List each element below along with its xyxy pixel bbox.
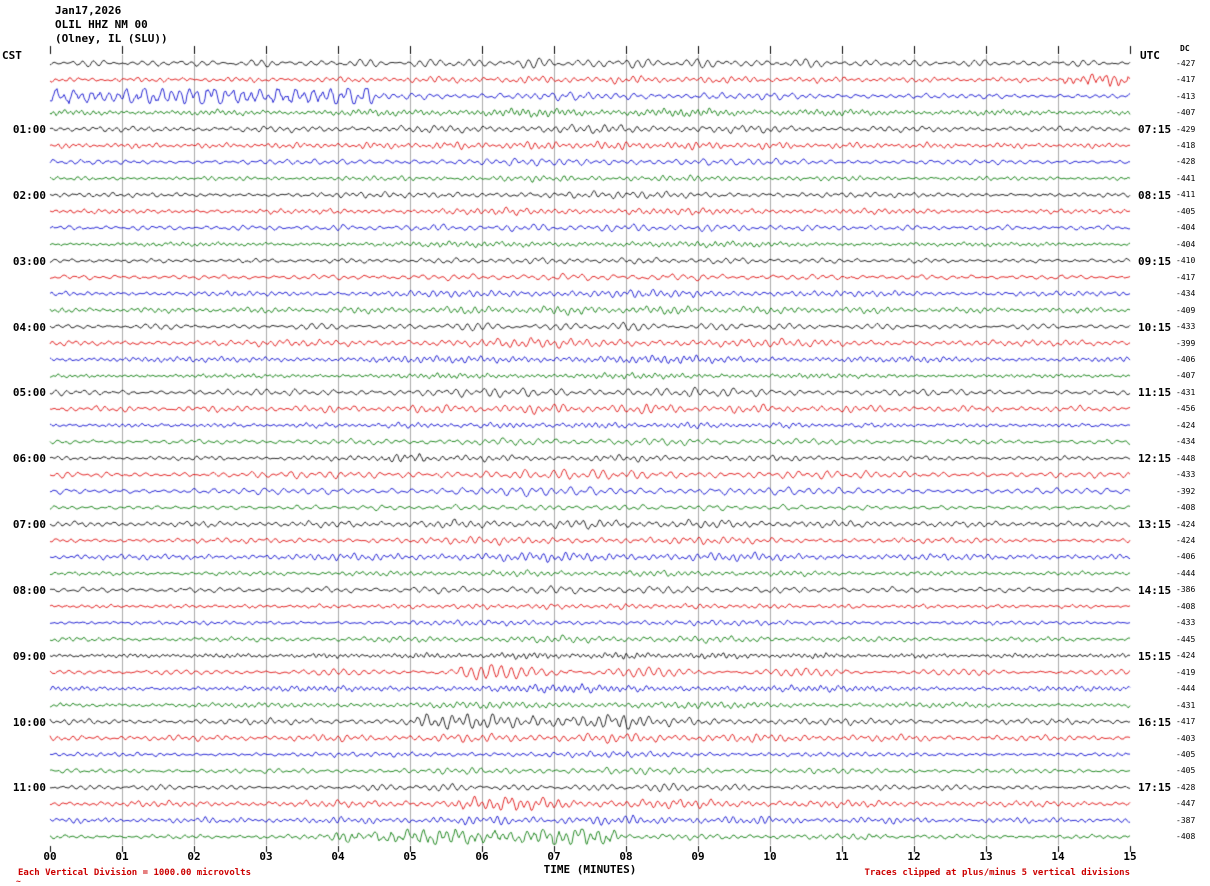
dc-value: -434 [1176,437,1196,447]
dc-value: -404 [1176,239,1196,249]
title-location: (Olney, IL (SLU)) [55,32,168,45]
dc-value: -456 [1176,404,1196,414]
left-axis-label: CST [2,49,22,62]
dc-value: -424 [1176,519,1196,529]
x-tick-label: 10 [763,850,777,863]
dc-value: -409 [1176,305,1196,315]
left-time-label: 07:00 [12,518,46,532]
dc-value: -406 [1176,552,1196,562]
left-time-label: 05:00 [12,386,46,400]
footer-note-right: Traces clipped at plus/minus 5 vertical … [864,868,1130,878]
utc-time-label: 16:15 [1138,715,1172,729]
dc-value: -431 [1176,700,1196,710]
dc-value: -417 [1176,272,1196,282]
x-tick-label: 05 [403,850,417,863]
dc-value: -428 [1176,782,1196,792]
left-time-label: 03:00 [12,254,46,268]
title-station: OLIL HHZ NM 00 [55,18,148,31]
dc-value: -417 [1176,75,1196,85]
x-tick-label: 14 [1051,850,1065,863]
dc-value: -447 [1176,799,1196,809]
dc-value: -387 [1176,815,1196,825]
dc-value: -441 [1176,173,1196,183]
dc-value: -405 [1176,749,1196,759]
utc-time-label: 09:15 [1138,254,1172,268]
left-time-label: 10:00 [12,715,46,729]
dc-value: -392 [1176,486,1196,496]
x-tick-label: 15 [1123,850,1137,863]
title-date: Jan17,2026 [55,4,122,17]
utc-time-label: 17:15 [1138,781,1172,795]
left-time-label: 04:00 [12,320,46,334]
x-tick-label: 04 [331,850,345,863]
utc-time-label: 13:15 [1138,518,1172,532]
utc-time-label: 10:15 [1138,320,1172,334]
utc-time-label: 12:15 [1138,452,1172,466]
left-time-label: 09:00 [12,649,46,663]
left-time-label: 01:00 [12,123,46,137]
x-tick-label: 06 [475,850,489,863]
dc-value: -418 [1176,141,1196,151]
right-axis-label: UTC [1140,49,1160,62]
dc-value: -399 [1176,338,1196,348]
dc-value: -413 [1176,91,1196,101]
dc-value: -386 [1176,585,1196,595]
dc-value: -407 [1176,108,1196,118]
dc-value: -429 [1176,124,1196,134]
dc-value: -405 [1176,766,1196,776]
footer-note-left: Each Vertical Division = 1000.00 microvo… [18,868,251,878]
x-tick-label: 13 [979,850,993,863]
utc-time-label: 08:15 [1138,188,1172,202]
x-tick-label: 02 [187,850,201,863]
dc-value: -406 [1176,354,1196,364]
utc-time-label: 11:15 [1138,386,1172,400]
dc-value: -411 [1176,190,1196,200]
dc-value: -427 [1176,58,1196,68]
dc-axis-label: DC [1180,44,1190,53]
left-time-label: 02:00 [12,188,46,202]
dc-value: -424 [1176,420,1196,430]
dc-value: -417 [1176,717,1196,727]
dc-value: -433 [1176,470,1196,480]
dc-value: -405 [1176,206,1196,216]
dc-value: -433 [1176,618,1196,628]
x-tick-label: 08 [619,850,633,863]
dc-value: -407 [1176,371,1196,381]
dc-value: -444 [1176,568,1196,578]
x-tick-label: 12 [907,850,921,863]
left-time-label: 11:00 [12,781,46,795]
footer-corner-mark: ~ [16,877,21,886]
dc-value: -428 [1176,157,1196,167]
x-tick-label: 07 [547,850,561,863]
left-time-label: 08:00 [12,583,46,597]
x-tick-label: 00 [43,850,57,863]
dc-value: -434 [1176,289,1196,299]
left-time-label: 06:00 [12,452,46,466]
dc-value: -410 [1176,256,1196,266]
dc-value: -408 [1176,832,1196,842]
utc-time-label: 15:15 [1138,649,1172,663]
dc-value: -419 [1176,667,1196,677]
dc-value: -433 [1176,322,1196,332]
dc-value: -445 [1176,634,1196,644]
x-axis-title: TIME (MINUTES) [543,863,637,876]
dc-value: -404 [1176,223,1196,233]
x-tick-label: 01 [115,850,129,863]
title-block: Jan17,2026 OLIL HHZ NM 00 (Olney, IL (SL… [55,4,168,46]
x-tick-label: 09 [691,850,705,863]
dc-value: -424 [1176,536,1196,546]
dc-value: -408 [1176,601,1196,611]
dc-value: -431 [1176,387,1196,397]
dc-value: -448 [1176,453,1196,463]
dc-value: -444 [1176,684,1196,694]
dc-value: -424 [1176,651,1196,661]
dc-value: -408 [1176,503,1196,513]
utc-time-label: 07:15 [1138,123,1172,137]
dc-value: -403 [1176,733,1196,743]
x-tick-label: 03 [259,850,273,863]
x-tick-label: 11 [835,850,849,863]
utc-time-label: 14:15 [1138,583,1172,597]
